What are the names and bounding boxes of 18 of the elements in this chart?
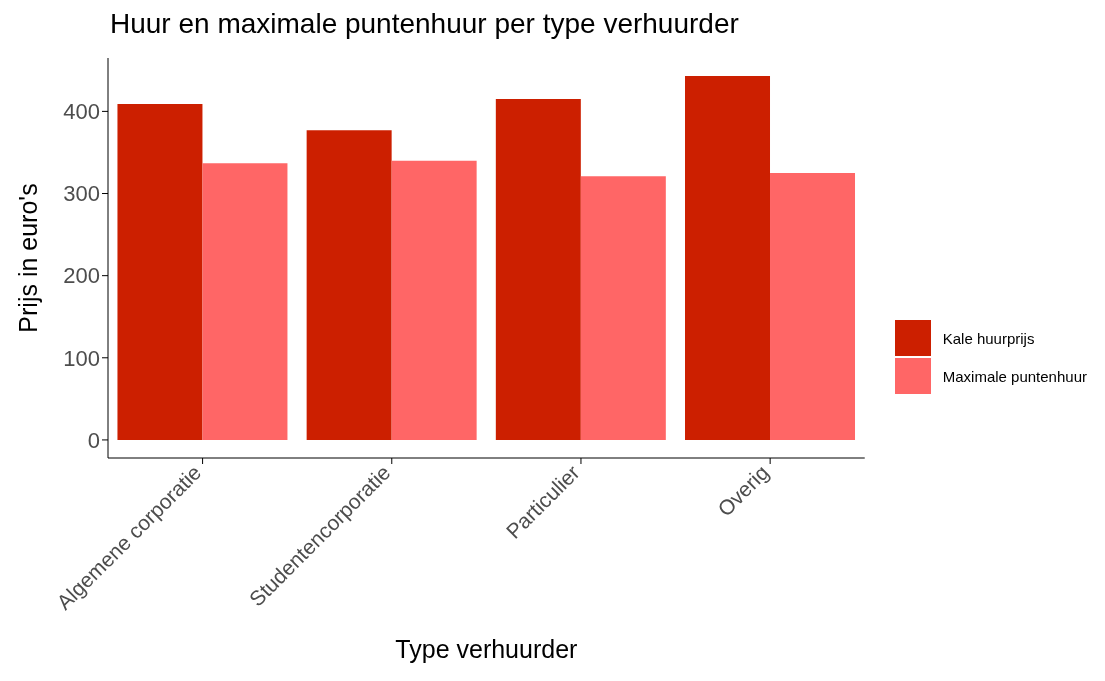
legend-label: Maximale puntenhuur bbox=[942, 367, 1087, 385]
chart-title: Huur en maximale puntenhuur per type verhuurder bbox=[110, 8, 740, 41]
y-axis-title: Prijs in euro's bbox=[13, 183, 42, 333]
bar bbox=[391, 160, 477, 440]
bar bbox=[495, 99, 581, 440]
bar bbox=[306, 130, 392, 440]
bar bbox=[117, 104, 203, 440]
bar bbox=[202, 163, 288, 440]
x-axis-title: Type verhuurder bbox=[395, 635, 578, 663]
bar bbox=[685, 76, 771, 440]
y-tick-label: 100 bbox=[63, 345, 100, 371]
y-tick-label: 400 bbox=[63, 99, 100, 125]
bar bbox=[770, 172, 856, 440]
y-tick-label: 0 bbox=[87, 427, 100, 453]
y-tick-label: 200 bbox=[63, 263, 100, 289]
legend-label: Kale huurprijs bbox=[942, 329, 1035, 347]
bar bbox=[580, 176, 666, 440]
y-tick-label: 300 bbox=[63, 181, 100, 207]
